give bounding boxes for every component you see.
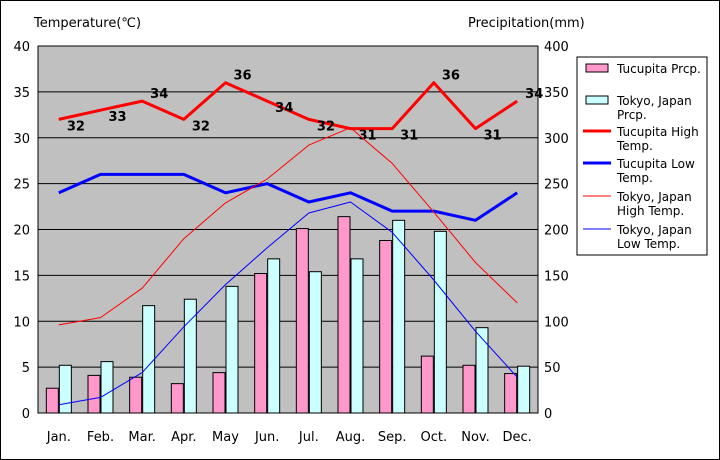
tokyo-precip-bar bbox=[350, 258, 364, 414]
x-tick-label: Oct. bbox=[421, 430, 448, 445]
right-tick-label: 400 bbox=[544, 40, 569, 55]
left-tick-label: 35 bbox=[13, 86, 30, 101]
tokyo-precip-bar bbox=[392, 219, 406, 414]
legend-box bbox=[576, 56, 708, 256]
tokyo-precip-bar bbox=[517, 365, 531, 414]
legend-label: Prcp. bbox=[617, 108, 647, 122]
legend-label: Tokyo, Japan bbox=[616, 190, 692, 204]
tokyo-precip-bar bbox=[308, 271, 322, 414]
tucupita-precip-bar bbox=[212, 372, 226, 414]
x-tick-label: Apr. bbox=[171, 430, 196, 445]
legend-label: Tucupita Prcp. bbox=[616, 62, 701, 76]
high-temp-data-label: 33 bbox=[109, 110, 127, 125]
tucupita-precip-bar bbox=[337, 216, 351, 414]
x-tick-label: Jul. bbox=[298, 430, 319, 445]
right-tick-label: 0 bbox=[544, 407, 552, 422]
left-axis-label: Temperature(℃) bbox=[33, 16, 141, 31]
high-temp-data-label: 34 bbox=[275, 101, 293, 116]
legend-label: Tucupita High bbox=[616, 125, 699, 139]
x-tick-label: May bbox=[212, 430, 239, 445]
tokyo-low-line bbox=[58, 201, 518, 406]
right-tick-label: 150 bbox=[544, 269, 569, 284]
legend-swatch bbox=[585, 63, 609, 73]
tokyo-precip-bar bbox=[225, 285, 239, 414]
x-tick-label: Feb. bbox=[87, 430, 114, 445]
x-tick-label: Mar. bbox=[128, 430, 155, 445]
left-tick-label: 5 bbox=[22, 361, 30, 376]
x-tick-label: Nov. bbox=[461, 430, 490, 445]
left-tick-label: 40 bbox=[13, 40, 30, 55]
left-tick-label: 20 bbox=[13, 224, 30, 239]
tokyo-precip-bar bbox=[142, 305, 156, 414]
tokyo-precip-bar bbox=[183, 298, 197, 414]
legend-label: High Temp. bbox=[617, 204, 684, 218]
x-tick-label: Aug. bbox=[336, 430, 366, 445]
tucupita-precip-bar bbox=[170, 383, 184, 414]
high-temp-data-label: 36 bbox=[442, 69, 460, 84]
legend-label: Temp. bbox=[616, 171, 653, 185]
tucupita-precip-bar bbox=[254, 273, 268, 414]
high-temp-data-label: 32 bbox=[192, 119, 210, 134]
high-temp-data-label: 31 bbox=[359, 129, 377, 144]
left-tick-label: 10 bbox=[13, 315, 30, 330]
tokyo-precip-bar bbox=[433, 230, 447, 414]
tucupita-low-line bbox=[58, 172, 519, 222]
right-tick-label: 350 bbox=[544, 86, 569, 101]
tucupita-precip-bar bbox=[420, 355, 434, 414]
tucupita-precip-bar bbox=[87, 374, 101, 414]
high-temp-data-label: 32 bbox=[67, 119, 85, 134]
high-temp-data-label: 34 bbox=[525, 87, 543, 102]
tucupita-precip-bar bbox=[504, 373, 518, 414]
tokyo-high-line bbox=[58, 127, 518, 326]
right-tick-label: 50 bbox=[544, 361, 561, 376]
legend-label: Low Temp. bbox=[617, 237, 680, 251]
legend-label: Tokyo, Japan bbox=[616, 223, 692, 237]
tokyo-precip-bar bbox=[267, 258, 281, 414]
right-tick-label: 200 bbox=[544, 224, 569, 239]
right-tick-label: 250 bbox=[544, 178, 569, 193]
high-temp-data-label: 34 bbox=[150, 87, 168, 102]
tucupita-precip-bar bbox=[295, 228, 309, 414]
right-tick-label: 300 bbox=[544, 132, 569, 147]
right-tick-label: 100 bbox=[544, 315, 569, 330]
high-temp-data-label: 31 bbox=[484, 129, 502, 144]
tokyo-precip-bar bbox=[475, 327, 489, 414]
tucupita-precip-bar bbox=[129, 376, 143, 414]
tokyo-precip-bar bbox=[100, 361, 114, 414]
tucupita-high-line bbox=[58, 81, 519, 131]
left-tick-label: 25 bbox=[13, 178, 30, 193]
x-tick-label: Jan. bbox=[46, 430, 71, 445]
tucupita-precip-bar bbox=[462, 364, 476, 414]
left-tick-label: 30 bbox=[13, 132, 30, 147]
x-tick-label: Dec. bbox=[503, 430, 532, 445]
high-temp-data-label: 36 bbox=[234, 69, 252, 84]
legend-swatch bbox=[585, 95, 609, 105]
tucupita-precip-bar bbox=[45, 387, 59, 414]
x-tick-label: Jun. bbox=[254, 430, 279, 445]
left-tick-label: 15 bbox=[13, 269, 30, 284]
high-temp-data-label: 31 bbox=[400, 129, 418, 144]
tucupita-precip-bar bbox=[379, 240, 393, 414]
legend-label: Tokyo, Japan bbox=[616, 94, 692, 108]
tokyo-precip-bar bbox=[58, 364, 72, 414]
right-axis-label: Precipitation(mm) bbox=[468, 16, 585, 31]
x-tick-label: Sep. bbox=[378, 430, 407, 445]
legend-label: Temp. bbox=[616, 139, 653, 153]
left-tick-label: 0 bbox=[22, 407, 30, 422]
high-temp-data-label: 32 bbox=[317, 119, 335, 134]
legend-label: Tucupita Low bbox=[616, 157, 695, 171]
